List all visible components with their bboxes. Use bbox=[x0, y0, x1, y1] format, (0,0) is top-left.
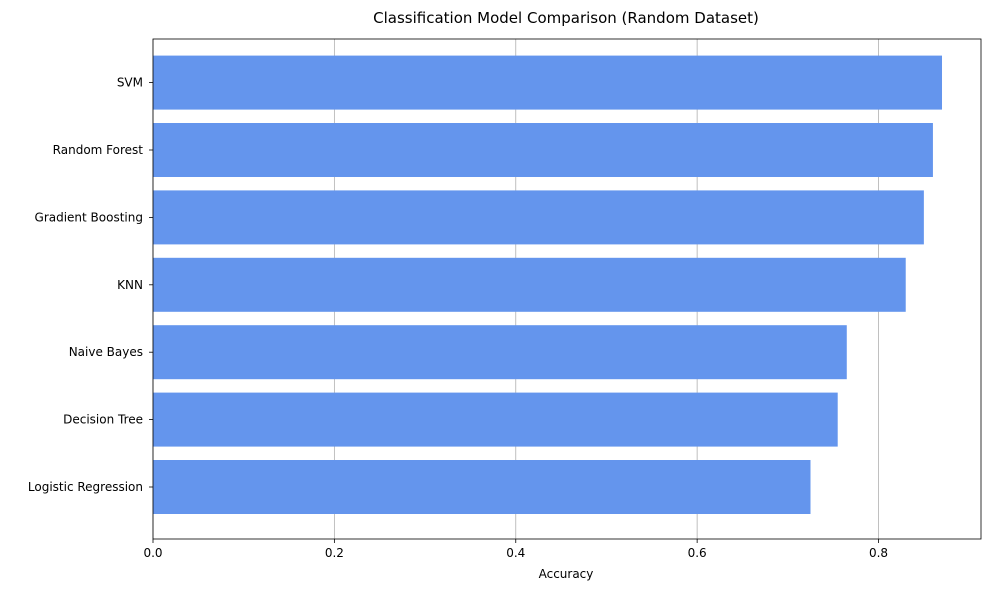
y-tick-label-4: Gradient Boosting bbox=[35, 210, 143, 224]
y-tick-label-5: Random Forest bbox=[53, 143, 144, 157]
chart-title: Classification Model Comparison (Random … bbox=[373, 9, 759, 27]
bar-logistic-regression bbox=[153, 460, 811, 514]
bar-naive-bayes bbox=[153, 325, 847, 380]
bar-gradient-boosting bbox=[153, 190, 924, 245]
bar-svm bbox=[153, 55, 943, 110]
y-tick-label-1: Decision Tree bbox=[63, 413, 143, 427]
x-tick-label-4: 0.8 bbox=[869, 546, 888, 560]
bar-knn bbox=[153, 257, 906, 312]
y-tick-label-3: KNN bbox=[117, 278, 143, 292]
x-axis-ticks: 0.0 0.2 0.4 0.6 0.8 bbox=[143, 539, 888, 560]
x-axis-label: Accuracy bbox=[539, 567, 594, 581]
y-tick-label-0: Logistic Regression bbox=[28, 480, 143, 494]
bar-decision-tree bbox=[153, 392, 838, 447]
bar-random-forest bbox=[153, 123, 933, 177]
y-tick-label-6: SVM bbox=[117, 76, 143, 90]
axes-frame bbox=[152, 38, 982, 540]
x-tick-label-1: 0.2 bbox=[325, 546, 344, 560]
bars bbox=[153, 55, 943, 514]
y-tick-label-2: Naive Bayes bbox=[69, 345, 143, 359]
x-tick-label-3: 0.6 bbox=[688, 546, 707, 560]
y-axis-ticks: Logistic Regression Decision Tree Naive Ba… bbox=[28, 76, 153, 494]
x-tick-label-2: 0.4 bbox=[506, 546, 525, 560]
x-tick-label-0: 0.0 bbox=[143, 546, 162, 560]
plot-frame bbox=[152, 38, 982, 540]
